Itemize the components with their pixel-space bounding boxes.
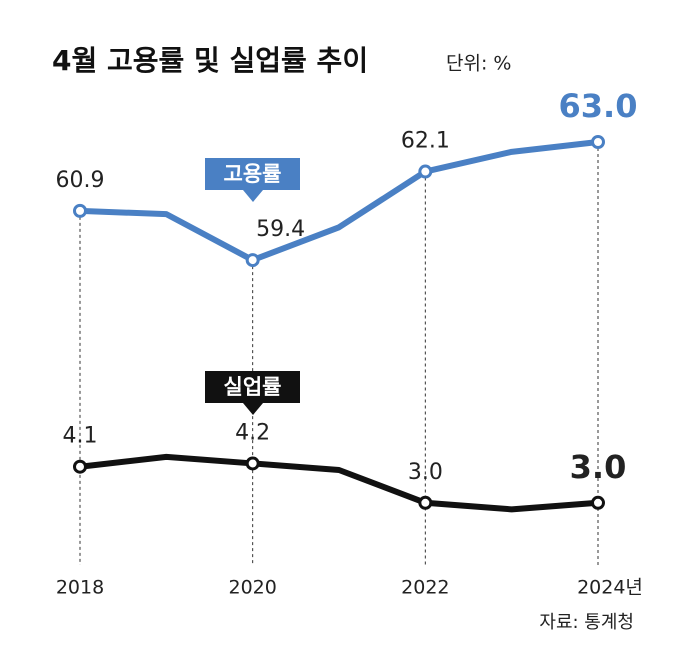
x-tick-label: 2018: [56, 577, 104, 599]
data-label: 59.4: [256, 217, 305, 242]
chart-subtitle: 단위: %: [446, 53, 511, 75]
data-label: 60.9: [56, 168, 105, 193]
legend-box: [205, 158, 300, 190]
legend-label: 실업률: [224, 375, 282, 399]
point: [418, 495, 433, 510]
data-label: 3.0: [570, 448, 627, 486]
point: [73, 459, 87, 474]
data-label: 62.1: [401, 129, 450, 154]
legend-pointer: [243, 403, 263, 415]
point: [418, 164, 433, 179]
series-line: [79, 139, 599, 264]
point: [591, 135, 605, 149]
x-tick-label: 2024년: [577, 577, 643, 599]
point: [245, 253, 260, 268]
point: [245, 456, 260, 471]
series-line: [79, 453, 599, 513]
x-tick-label: 2022: [401, 577, 449, 599]
data-label: 63.0: [559, 87, 638, 125]
data-label: 4.1: [63, 424, 98, 449]
legend-label: 고용률: [224, 162, 282, 186]
legend-box: [205, 371, 300, 403]
chart-title: 4월 고용률 및 실업률 추이: [52, 44, 368, 77]
point: [591, 495, 605, 510]
legend-pointer: [243, 190, 263, 202]
point: [73, 203, 87, 218]
data-label: 3.0: [408, 460, 443, 485]
x-tick-label: 2020: [228, 577, 276, 599]
data-label: 4.2: [235, 420, 270, 445]
source: 자료: 통계청: [539, 612, 634, 633]
